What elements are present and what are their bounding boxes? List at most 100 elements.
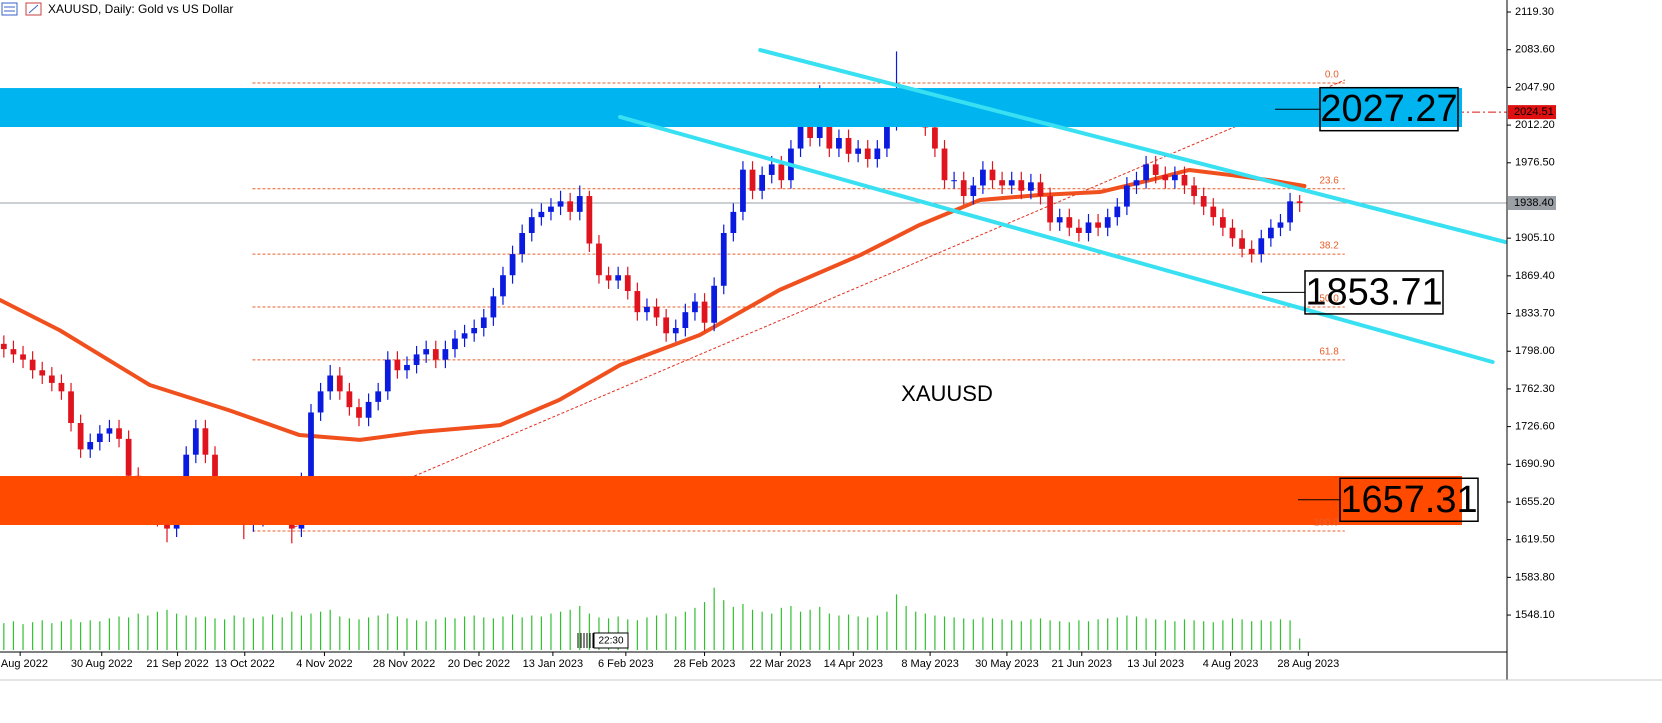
candle-body [58,382,65,392]
candle-body [1162,174,1169,181]
x-tick-label: 13 Jan 2023 [523,658,584,670]
candle-body [183,454,190,492]
candle-body [212,454,218,487]
candle-body [644,306,650,313]
moving-average [0,167,1307,442]
candle-body [845,137,852,154]
y-tick-label: 1655.20 [1515,496,1555,508]
callout-label: 2027.27 [1320,88,1457,130]
candle-body [39,370,46,376]
candle-body [96,433,103,443]
candle-body [1133,180,1140,186]
candle-body [442,349,449,360]
candle-body [864,148,871,160]
candle-body [1085,222,1092,233]
x-tick-label: 13 Jul 2023 [1127,658,1184,670]
y-tick-label: 1869.40 [1515,270,1555,282]
candle-body [932,127,938,149]
time-marker: 22:30 [577,632,629,649]
symbol-title: XAUUSD, Daily: Gold vs US Dollar [48,2,233,16]
x-tick-label: 28 Aug 2023 [1277,658,1339,670]
y-tick-label: 2012.20 [1515,119,1555,131]
fib-label: 50.0 [1319,294,1339,305]
callout-label: 1853.71 [1305,271,1442,313]
candle-body [653,306,660,318]
candle-body [768,164,775,175]
callout-label: 1657.31 [1340,479,1477,521]
candle-body [471,328,478,334]
candle-body [106,428,113,434]
candle-body [29,359,36,371]
header-icons [1,2,42,16]
y-tick-label: 1905.10 [1515,232,1555,244]
candle-body [663,317,670,334]
x-tick-label: 13 Oct 2022 [215,658,275,670]
candle-body [797,122,804,149]
candle-body [384,359,391,392]
candle-body [884,122,890,149]
candle-body [1008,180,1015,186]
candle-body [1104,217,1111,228]
candle-body [87,442,94,450]
candle-body [672,328,679,334]
candle-body [1143,164,1149,181]
x-tick-label: 20 Dec 2022 [448,658,510,670]
candle-body [615,275,622,281]
y-tick-label: 1690.90 [1515,458,1555,470]
candle-body [1056,217,1063,223]
candle-body [490,296,497,318]
candle-body [1296,201,1303,204]
candle-body [202,428,209,455]
candle-body [980,169,986,186]
candle-body [970,185,977,197]
fib-label: 0.0 [1325,70,1339,81]
candle-body [68,391,74,424]
price-tag-label: 2024.51 [1514,106,1554,118]
candle-body [20,354,26,360]
candle-body [1037,182,1044,197]
candle-body [1229,227,1236,239]
candle-body [999,180,1005,186]
callout-box [1304,270,1444,315]
candle-body [778,164,785,181]
candle-body [327,375,334,392]
candle-body [1018,180,1025,191]
candle-body [634,291,641,313]
candle-body [413,354,420,365]
candle-body [941,148,948,181]
candle-body [1287,201,1293,223]
price-zone [0,88,1462,128]
candle-body [1210,206,1217,218]
candle-body [356,407,362,418]
callout-box [1339,477,1479,523]
price-tag-label: 1938.40 [1514,197,1554,209]
channel-line [758,48,1508,244]
candle-body [375,391,382,402]
candle-body [519,232,526,255]
candle-body [624,275,631,292]
candle-body [874,148,881,160]
y-tick-label: 1548.10 [1515,609,1555,621]
candle-body [432,349,439,360]
candle-body [711,285,718,323]
candle-body [1076,227,1082,233]
price-tag [1508,196,1556,211]
candle-body [500,275,506,297]
candle-body [480,317,487,329]
candle-body [116,428,122,439]
candle-body [336,375,343,392]
candle-body [951,180,957,182]
x-tick-label: 21 Jun 2023 [1051,658,1112,670]
symbol-label: XAUUSD [901,381,993,406]
candle-body [48,375,55,383]
candle-body [404,364,410,371]
candle-body [1124,185,1130,207]
candle-body [538,211,545,218]
candle-body [701,301,708,323]
candle-body [0,343,7,350]
y-tick-label: 1583.80 [1515,571,1555,583]
candle-body [77,423,84,450]
candle-body [1239,238,1245,249]
